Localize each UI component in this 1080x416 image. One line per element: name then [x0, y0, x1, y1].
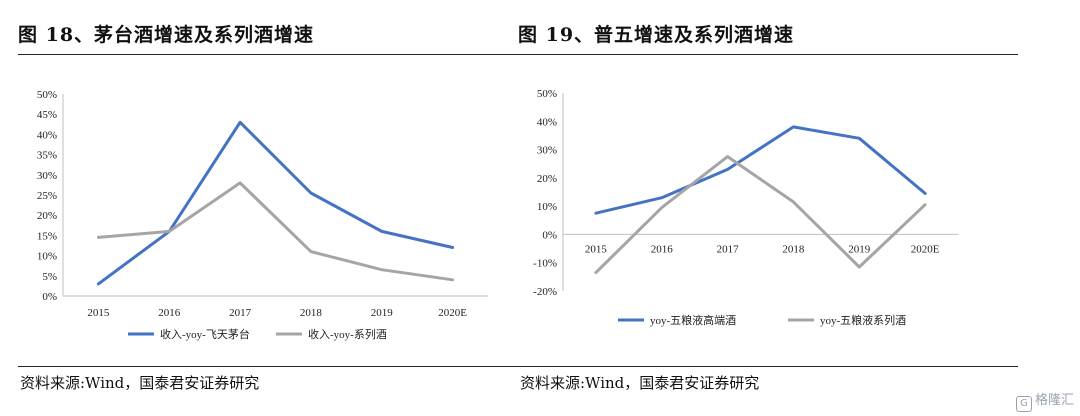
- y-tick-label: 30%: [537, 145, 557, 157]
- series-line-2: [96, 181, 455, 282]
- y-tick-label: 0%: [542, 229, 557, 241]
- x-tick-label: 2015: [87, 307, 110, 319]
- x-tick-label: 2020E: [911, 243, 940, 255]
- y-tick-label: 45%: [37, 109, 57, 121]
- series-line-1: [594, 125, 927, 215]
- x-tick-label: 2016: [651, 243, 674, 255]
- source-divider: [518, 366, 1018, 367]
- y-tick-label: 20%: [537, 173, 557, 185]
- source-note: 资料来源:Wind，国泰君安证券研究: [520, 374, 760, 392]
- y-tick-label: 50%: [37, 89, 57, 101]
- x-tick-label: 2020E: [438, 307, 467, 319]
- title-underline: [18, 54, 518, 55]
- y-tick-label: 0%: [42, 291, 57, 303]
- legend-label: yoy-五粮液高端酒: [650, 313, 736, 327]
- x-tick-label: 2018: [782, 243, 805, 255]
- line-chart-wuliangye: -20% -10% 0% 10% 20% 30% 40% 50% 2015 2016 2017 201…: [533, 88, 958, 327]
- y-tick-label: 10%: [537, 201, 557, 213]
- series-line-2: [594, 155, 927, 275]
- y-tick-label: -10%: [533, 258, 557, 270]
- x-tick-label: 2017: [229, 307, 252, 319]
- chart-panel-left: 图 18、茅台酒增速及系列酒增速 0% 5% 10% 15% 20% 25% 30% 35% 4…: [18, 0, 528, 416]
- y-tick-label: 25%: [37, 190, 57, 202]
- y-tick-label: 50%: [537, 88, 557, 100]
- legend-label: 收入-yoy-飞天茅台: [160, 327, 250, 341]
- y-tick-label: 40%: [37, 129, 57, 141]
- x-tick-label: 2018: [300, 307, 323, 319]
- watermark-logo-icon: G: [1015, 396, 1032, 412]
- watermark: G 格隆汇: [1015, 389, 1074, 412]
- y-tick-label: 10%: [37, 251, 57, 263]
- x-tick-label: 2017: [717, 243, 740, 255]
- legend-label: 收入-yoy-系列酒: [308, 327, 387, 341]
- x-tick-label: 2019: [848, 243, 871, 255]
- legend-label: yoy-五粮液系列酒: [820, 313, 906, 327]
- figure-title: 图 18、茅台酒增速及系列酒增速: [18, 24, 315, 46]
- series-line-1: [96, 120, 455, 286]
- title-underline: [518, 54, 1018, 55]
- y-tick-label: 40%: [537, 116, 557, 128]
- watermark-text: 格隆汇: [1034, 393, 1074, 408]
- y-tick-label: -20%: [533, 286, 557, 298]
- y-tick-label: 35%: [37, 150, 57, 162]
- source-note: 资料来源:Wind，国泰君安证券研究: [20, 374, 260, 392]
- x-tick-label: 2015: [585, 243, 608, 255]
- source-divider: [18, 366, 518, 367]
- y-tick-label: 15%: [37, 230, 57, 242]
- line-chart-maotai: 0% 5% 10% 15% 20% 25% 30% 35% 40% 45% 50% 2015 2016 2…: [37, 89, 488, 341]
- figure-title: 图 19、普五增速及系列酒增速: [518, 24, 795, 46]
- y-tick-label: 5%: [42, 271, 57, 283]
- y-tick-label: 20%: [37, 210, 57, 222]
- y-tick-label: 30%: [37, 170, 57, 182]
- chart-panel-right: 图 19、普五增速及系列酒增速 -20% -10% 0% 10% 20% 30% 40% 50…: [518, 0, 1028, 416]
- x-tick-label: 2016: [158, 307, 181, 319]
- x-tick-label: 2019: [371, 307, 394, 319]
